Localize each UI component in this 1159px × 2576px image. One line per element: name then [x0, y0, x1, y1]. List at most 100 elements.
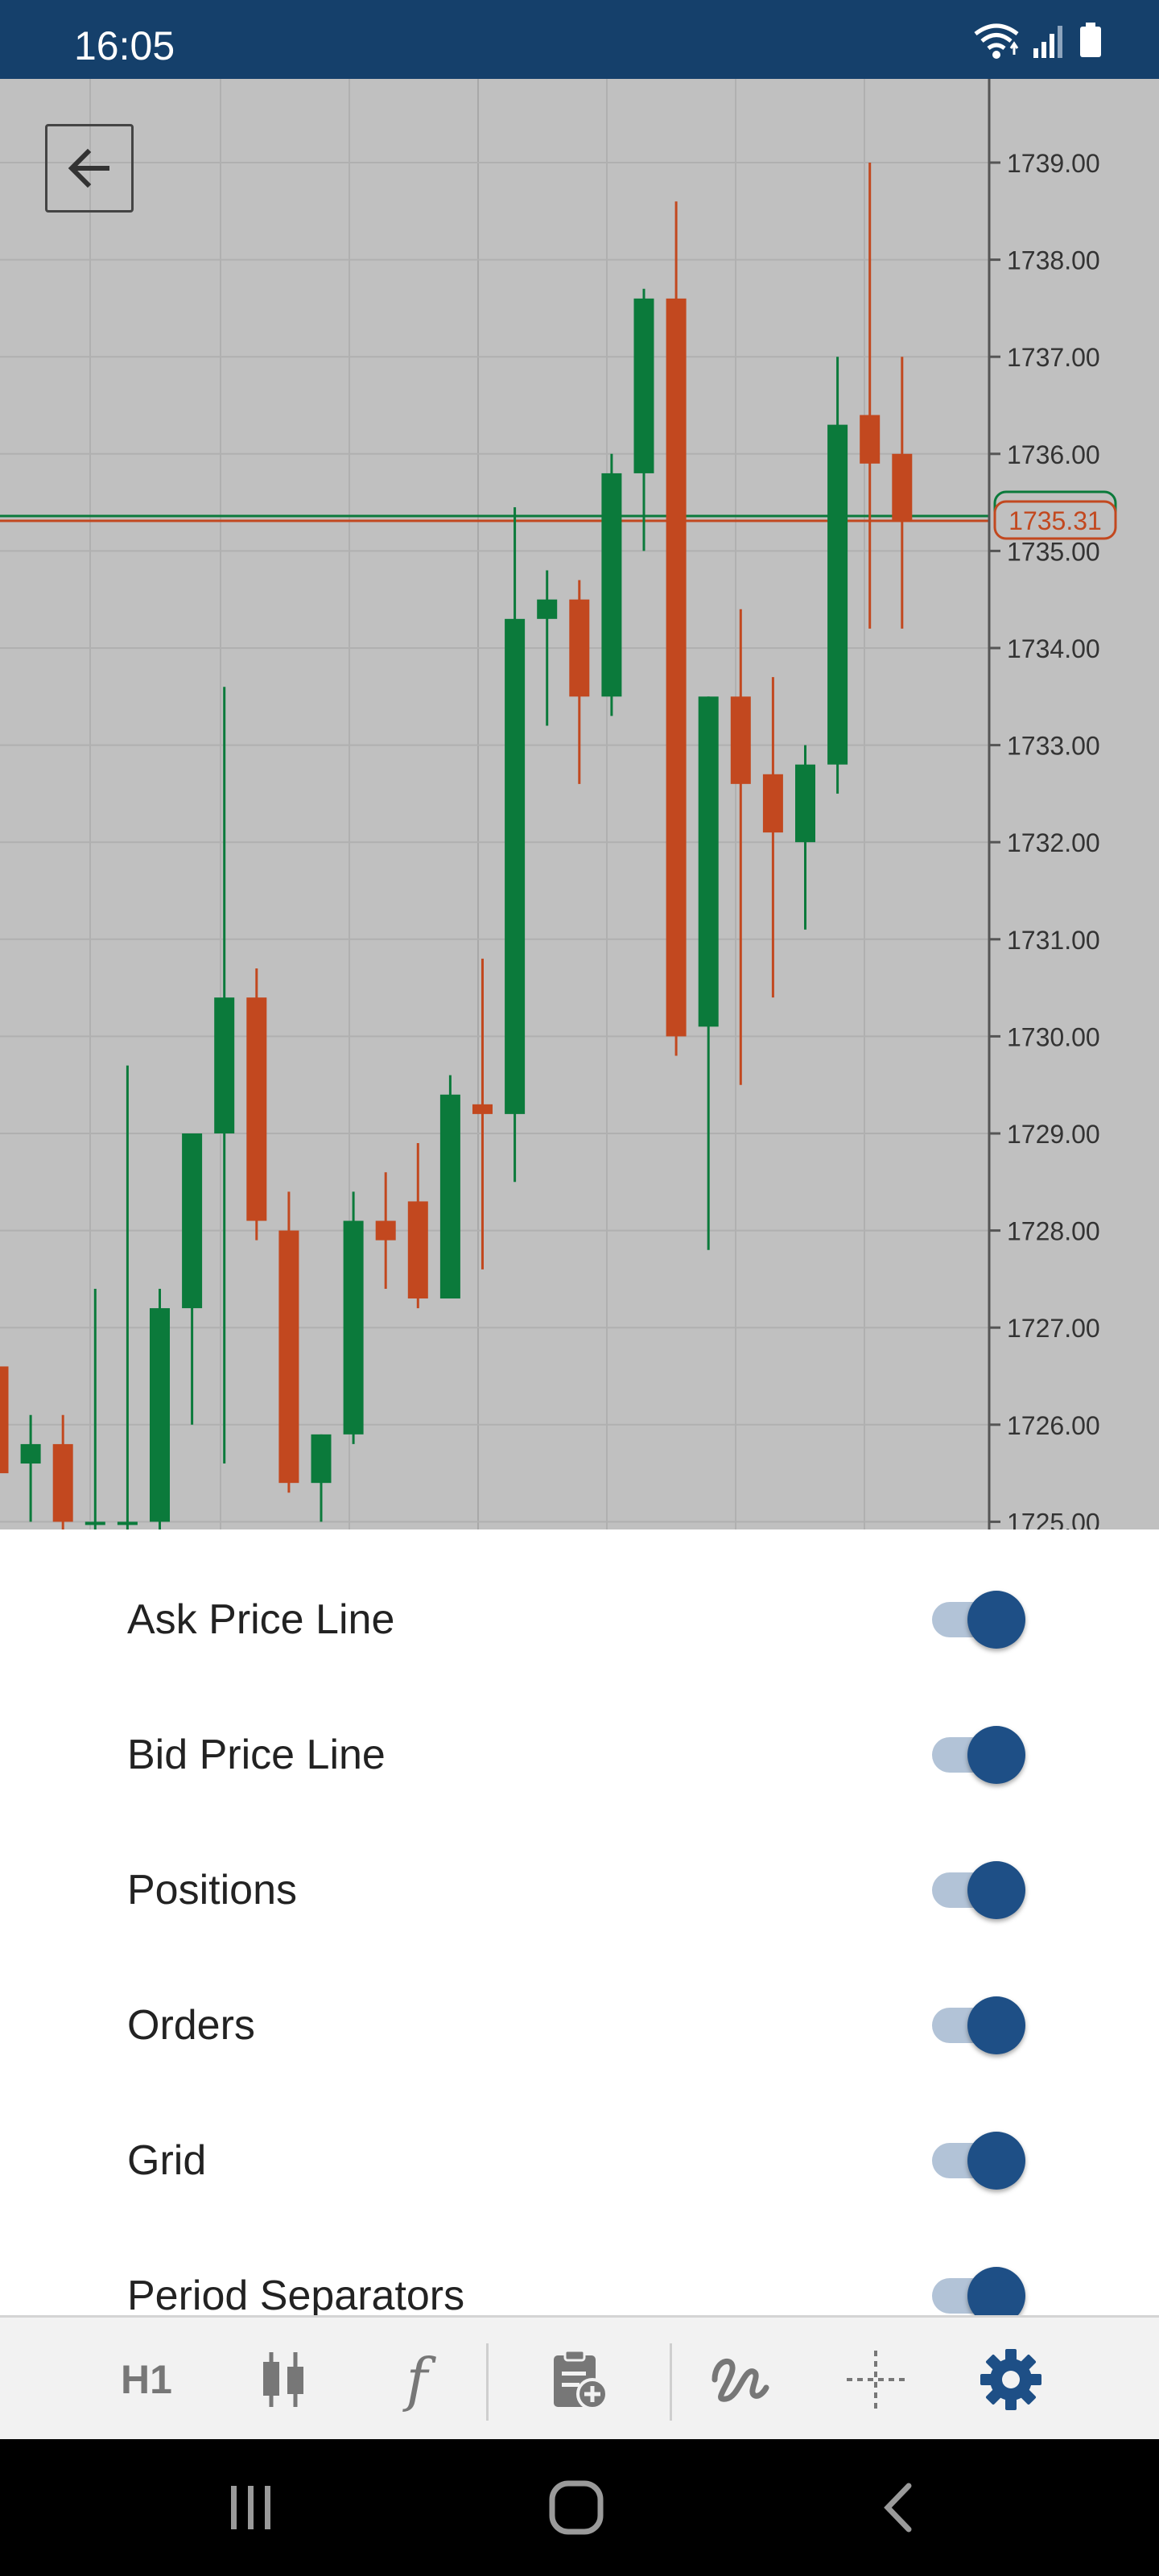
setting-orders[interactable]: Orders	[0, 1958, 1159, 2093]
current-price-badge: 1735.31	[993, 490, 1117, 540]
candle	[439, 1075, 460, 1299]
signal-icon	[1033, 26, 1062, 58]
grid-toggle[interactable]	[926, 2132, 1025, 2190]
candle-body	[343, 1220, 364, 1435]
toolbar-divider	[486, 2343, 489, 2421]
candle	[505, 507, 526, 1183]
candlestick-chart[interactable]: 1739.00 1738.00 1737.00 1736.00 1735.00 1734.…	[0, 79, 1159, 1530]
status-bar: 16:05	[0, 0, 1159, 79]
orders-toggle[interactable]	[926, 1996, 1025, 2054]
candle-body	[698, 696, 719, 1027]
bid-price-badge-outline	[993, 500, 1117, 540]
back-button[interactable]	[45, 124, 134, 213]
tick-label: 1725.00	[1007, 1508, 1100, 1530]
candle	[214, 687, 235, 1464]
tick-label: 1733.00	[1007, 732, 1100, 761]
candle-body	[182, 1133, 203, 1309]
tick-label: 1732.00	[1007, 828, 1100, 857]
setting-label: Grid	[127, 2137, 207, 2184]
toggle-thumb	[967, 1861, 1025, 1919]
current-price-label: 1735.31	[1008, 506, 1102, 535]
candle	[0, 1366, 9, 1474]
drawing-tools-button[interactable]	[691, 2318, 787, 2442]
candle-body	[860, 415, 881, 464]
candle	[182, 1133, 203, 1425]
bid-price-line-toggle[interactable]	[926, 1726, 1025, 1784]
candle-body	[85, 1521, 105, 1525]
candle-body	[375, 1220, 396, 1241]
candle-body	[0, 1366, 9, 1474]
candle-body	[278, 1230, 299, 1484]
tick-label: 1728.00	[1007, 1217, 1100, 1246]
system-nav-bar	[0, 2439, 1159, 2576]
back-icon	[884, 2483, 912, 2533]
candle	[827, 357, 848, 794]
candle	[698, 696, 719, 1250]
candle-body	[601, 473, 622, 697]
home-button[interactable]	[520, 2459, 633, 2556]
tick-label: 1730.00	[1007, 1022, 1100, 1051]
candles	[0, 163, 913, 1530]
battery-icon	[1080, 23, 1101, 57]
chart-type-button[interactable]	[235, 2318, 332, 2442]
chart-grid	[0, 79, 989, 1530]
candle-body	[246, 997, 267, 1221]
candle-body	[730, 696, 751, 784]
gear-icon	[980, 2349, 1041, 2410]
candle	[278, 1191, 299, 1493]
candle-body	[633, 298, 654, 473]
candle-body	[214, 997, 235, 1133]
tick-label: 1738.00	[1007, 246, 1100, 275]
timeframe-label: H1	[121, 2357, 172, 2402]
toggle-thumb	[967, 2267, 1025, 2315]
settings-button[interactable]	[963, 2318, 1059, 2442]
candle-body	[892, 453, 913, 522]
candle	[20, 1414, 41, 1522]
recents-button[interactable]	[195, 2459, 307, 2556]
toggle-thumb	[967, 1591, 1025, 1649]
indicators-button[interactable]: f	[369, 2318, 465, 2442]
toggle-thumb	[967, 1996, 1025, 2054]
indicators-label: f	[406, 2346, 428, 2413]
arrow-left-icon	[68, 148, 109, 188]
setting-bid-price-line[interactable]: Bid Price Line	[0, 1687, 1159, 1823]
candle	[407, 1143, 428, 1309]
period-separators-toggle[interactable]	[926, 2267, 1025, 2315]
setting-label: Period Separators	[127, 2273, 465, 2315]
candle	[537, 570, 558, 726]
setting-label: Ask Price Line	[127, 1596, 395, 1643]
crosshair-button[interactable]	[827, 2318, 924, 2442]
candle	[472, 958, 493, 1269]
ask-price-line-toggle[interactable]	[926, 1591, 1025, 1649]
candle	[311, 1434, 332, 1522]
nav-back-button[interactable]	[843, 2459, 956, 2556]
price-chart[interactable]: 1739.00 1738.00 1737.00 1736.00 1735.00 1734.…	[0, 79, 1159, 1530]
positions-toggle[interactable]	[926, 1861, 1025, 1919]
candle-body	[569, 599, 590, 697]
candle	[375, 1172, 396, 1289]
toggle-thumb	[967, 2132, 1025, 2190]
chart-settings-panel[interactable]: Ask Price Line Bid Price Line Positions …	[0, 1530, 1159, 2315]
chart-toolbar: H1 f	[0, 2315, 1159, 2439]
candle-body	[311, 1434, 332, 1484]
tick-label: 1736.00	[1007, 440, 1100, 469]
setting-grid[interactable]: Grid	[0, 2093, 1159, 2228]
timeframe-button[interactable]: H1	[98, 2318, 195, 2442]
setting-period-separators[interactable]: Period Separators	[0, 2228, 1159, 2315]
home-icon	[549, 2480, 604, 2535]
recents-icon	[231, 2486, 270, 2529]
tick-label: 1735.00	[1007, 537, 1100, 566]
candle	[892, 357, 913, 629]
candle	[85, 1288, 105, 1530]
candle	[601, 453, 622, 716]
setting-positions[interactable]: Positions	[0, 1823, 1159, 1958]
candle-body	[795, 764, 815, 843]
clipboard-plus-icon	[554, 2349, 608, 2410]
candle-body	[762, 774, 783, 833]
setting-ask-price-line[interactable]: Ask Price Line	[0, 1552, 1159, 1687]
candle-body	[20, 1443, 41, 1464]
status-icons	[972, 21, 1103, 61]
new-order-button[interactable]	[531, 2318, 628, 2442]
wifi-icon	[974, 23, 1019, 59]
tick-label: 1727.00	[1007, 1314, 1100, 1343]
